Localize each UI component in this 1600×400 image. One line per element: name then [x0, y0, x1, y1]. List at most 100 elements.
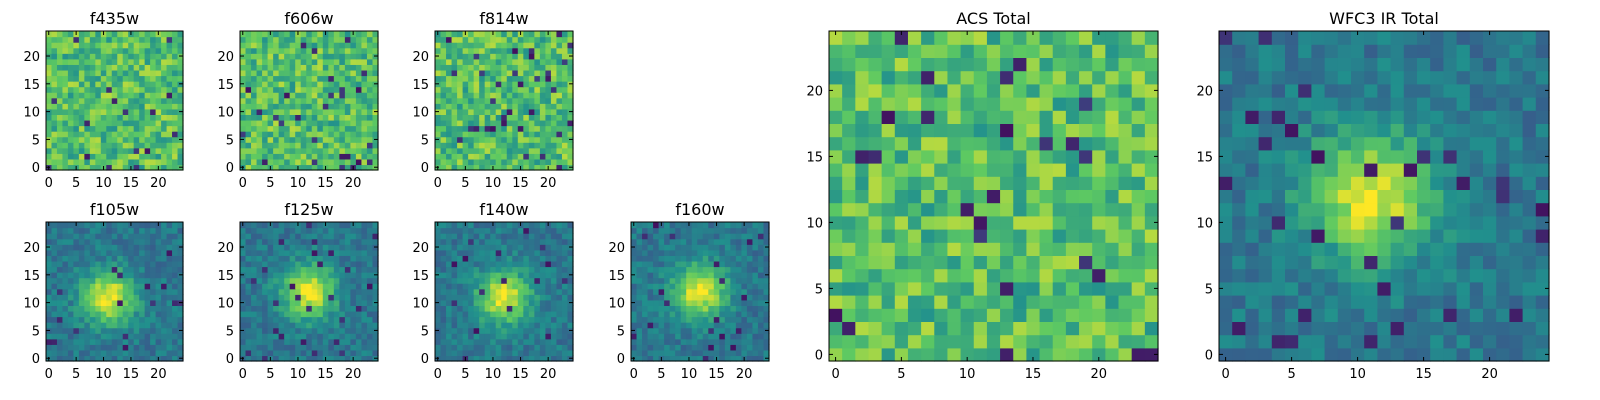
- heatmap-cell: [122, 119, 129, 127]
- heatmap-cell: [550, 333, 558, 340]
- heatmap-cell: [907, 281, 922, 296]
- heatmap-cell: [344, 294, 351, 301]
- heatmap-cell: [339, 164, 346, 171]
- heatmap-cell: [730, 260, 737, 268]
- heatmap-cell: [730, 277, 737, 284]
- heatmap-cell: [440, 299, 447, 306]
- heatmap-cell: [106, 238, 113, 245]
- heatmap-cell: [479, 75, 486, 82]
- heatmap-cell: [647, 277, 654, 284]
- heatmap-cell: [139, 31, 146, 38]
- heatmap-cell: [484, 142, 491, 149]
- heatmap-cell: [746, 227, 754, 234]
- heatmap-cell: [122, 299, 129, 306]
- heatmap-cell: [495, 249, 502, 256]
- heatmap-cell: [117, 349, 124, 357]
- heatmap-cell: [501, 36, 508, 43]
- heatmap-cell: [62, 277, 69, 284]
- heatmap-cell: [117, 344, 124, 351]
- heatmap-cell: [1000, 202, 1014, 217]
- heatmap-cell: [468, 238, 475, 245]
- heatmap-cell: [986, 189, 1001, 204]
- heatmap-cell: [855, 176, 870, 190]
- heatmap-cell: [284, 158, 291, 166]
- heatmap-cell: [172, 288, 179, 295]
- heatmap-cell: [550, 305, 558, 312]
- heatmap-cell: [333, 283, 340, 290]
- heatmap-cell: [306, 103, 313, 110]
- heatmap-cell: [46, 310, 53, 318]
- heatmap-cell: [67, 355, 74, 362]
- heatmap-cell: [133, 266, 140, 273]
- heatmap-cell: [523, 294, 530, 301]
- heatmap-cell: [117, 97, 124, 104]
- heatmap-cell: [550, 344, 558, 351]
- heatmap-cell: [267, 108, 274, 115]
- heatmap-cell: [506, 283, 513, 290]
- heatmap-cell: [545, 322, 552, 329]
- heatmap-cell: [89, 114, 96, 121]
- heatmap-cell: [517, 131, 524, 138]
- heatmap-cell: [517, 153, 524, 160]
- heatmap-cell: [300, 344, 307, 351]
- heatmap-cell: [284, 260, 291, 268]
- heatmap-cell: [973, 229, 988, 243]
- heatmap-cell: [78, 333, 85, 340]
- heatmap-cell: [322, 64, 329, 71]
- heatmap-cell: [133, 125, 140, 132]
- heatmap-cell: [150, 344, 157, 351]
- heatmap-cell: [479, 272, 486, 279]
- heatmap-cell: [133, 355, 140, 362]
- heatmap-cell: [306, 92, 313, 99]
- heatmap-cell: [691, 238, 698, 245]
- heatmap-cell: [907, 347, 922, 362]
- heatmap-cell: [653, 266, 660, 273]
- heatmap-cell: [534, 119, 541, 127]
- heatmap-cell: [512, 355, 519, 362]
- heatmap-cell: [947, 347, 962, 362]
- heatmap-cell: [473, 164, 480, 171]
- heatmap-cell: [284, 249, 291, 256]
- heatmap-cell: [133, 288, 140, 295]
- heatmap-cell: [311, 249, 318, 256]
- heatmap-cell: [295, 255, 302, 262]
- heatmap-cell: [144, 238, 151, 245]
- heatmap-cell: [451, 266, 458, 273]
- heatmap-cell: [284, 305, 291, 312]
- heatmap-cell: [501, 294, 508, 301]
- heatmap-cell: [484, 158, 491, 166]
- heatmap-cell: [273, 227, 280, 234]
- heatmap-cell: [752, 305, 759, 312]
- heatmap-cell: [172, 147, 179, 154]
- heatmap-cell: [479, 42, 486, 49]
- heatmap-cell: [117, 238, 124, 245]
- heatmap-cell: [328, 147, 335, 154]
- heatmap-cell: [267, 344, 274, 351]
- heatmap-cell: [973, 334, 988, 349]
- heatmap-cell: [451, 260, 458, 268]
- heatmap-cell: [907, 149, 922, 164]
- heatmap-cell: [95, 158, 102, 166]
- heatmap-cell: [757, 272, 765, 279]
- heatmap-cell: [89, 294, 96, 301]
- heatmap-cell: [894, 255, 909, 270]
- heatmap-cell: [490, 249, 497, 256]
- heatmap-cell: [177, 260, 184, 268]
- heatmap-cell: [278, 333, 285, 340]
- heatmap-cell: [894, 321, 909, 336]
- heatmap-cell: [960, 308, 975, 322]
- heatmap-cell: [139, 81, 146, 88]
- heatmap-cell: [355, 288, 363, 295]
- heatmap-cell: [366, 125, 374, 132]
- heatmap-cell: [1131, 229, 1146, 243]
- heatmap-cell: [921, 215, 935, 230]
- heatmap-cell: [117, 299, 124, 306]
- heatmap-cell: [664, 349, 671, 357]
- heatmap-cell: [311, 158, 318, 166]
- heatmap-cell: [273, 288, 280, 295]
- heatmap-cell: [669, 349, 676, 357]
- heatmap-cell: [333, 142, 340, 149]
- heatmap-cell: [680, 266, 687, 273]
- heatmap-cell: [534, 277, 541, 284]
